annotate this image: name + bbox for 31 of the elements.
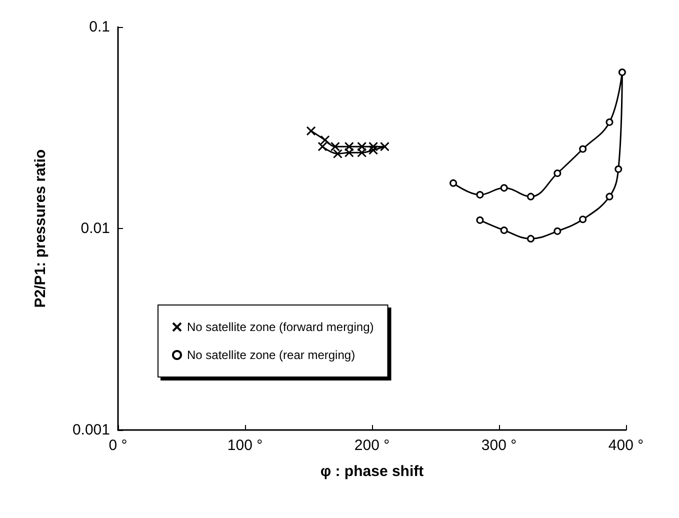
point [368, 142, 378, 152]
point [306, 126, 316, 136]
point [368, 145, 378, 155]
point [554, 170, 562, 178]
point [618, 68, 626, 76]
y-tick-label: 0.001 [72, 422, 110, 438]
point [476, 216, 484, 224]
y-tick-label: 0.01 [80, 220, 110, 237]
point [500, 226, 508, 234]
y-axis-title: P2/P1: pressures ratio [32, 149, 49, 308]
x-tick-label: 400 ° [608, 437, 644, 454]
point [500, 184, 508, 192]
point [450, 179, 458, 187]
point [527, 234, 534, 242]
point [606, 192, 614, 200]
point [554, 227, 562, 235]
point [579, 216, 587, 224]
x-axis-title: φ : phase shift [320, 463, 424, 480]
point [606, 118, 614, 126]
x-tick-label: 300 ° [481, 437, 517, 454]
point [380, 142, 390, 152]
point [614, 165, 622, 173]
legend-label: No satellite zone (forward merging) [187, 320, 374, 334]
point [476, 191, 484, 199]
legend-label: No satellite zone (rear merging) [187, 348, 356, 362]
y-tick-label: 0.1 [89, 18, 110, 36]
point [579, 145, 587, 153]
x-tick-label: 200 ° [354, 437, 390, 454]
point [527, 192, 534, 200]
x-tick-label: 100 ° [227, 437, 263, 454]
x-tick-label: 0 ° [108, 437, 128, 454]
